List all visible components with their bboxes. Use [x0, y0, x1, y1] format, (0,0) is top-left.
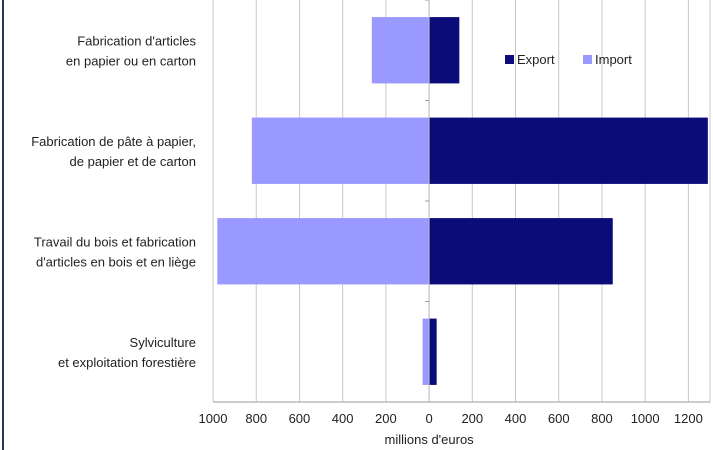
- legend-swatch-import: [583, 55, 592, 64]
- x-tick-label: 600: [289, 411, 311, 426]
- x-tick-label: 0: [425, 411, 432, 426]
- bar-export-0: [429, 17, 460, 84]
- category-labels: Fabrication d'articles en papier ou en ca…: [31, 33, 196, 370]
- category-label: d'articles en bois et en liège: [36, 254, 196, 269]
- x-axis-title: millions d'euros: [384, 432, 474, 447]
- x-tick-label: 200: [461, 411, 483, 426]
- left-border: [2, 0, 4, 450]
- category-label: Fabrication d'articles: [77, 33, 196, 48]
- bar-export-3: [429, 318, 437, 385]
- category-label: de papier et de carton: [70, 154, 196, 169]
- category-label: Travail du bois et fabrication: [34, 234, 196, 249]
- bar-import-2: [217, 218, 430, 285]
- legend-swatch-export: [505, 55, 514, 64]
- bar-import-0: [371, 17, 430, 84]
- bar-export-1: [429, 117, 708, 184]
- bar-import-1: [251, 117, 430, 184]
- category-label: Fabrication de pâte à papier,: [31, 134, 196, 149]
- category-label: en papier ou en carton: [66, 53, 196, 68]
- x-tick-label: 800: [245, 411, 267, 426]
- x-tick-label: 200: [375, 411, 397, 426]
- category-label: Sylviculture: [130, 335, 196, 350]
- x-tick-label: 800: [591, 411, 613, 426]
- x-tick-label: 400: [505, 411, 527, 426]
- grid: [212, 0, 711, 402]
- bars: [217, 17, 708, 385]
- x-tick-labels: 1000 800 600 400 200 0 200 400 600 800 1000 1200: [199, 411, 703, 426]
- category-label: et exploitation forestière: [58, 355, 196, 370]
- x-tick-label: 600: [548, 411, 570, 426]
- legend: Export Import: [505, 52, 632, 67]
- x-tick-label: 1000: [199, 411, 228, 426]
- bar-import-3: [422, 318, 430, 385]
- x-tick-label: 400: [332, 411, 354, 426]
- x-tick-label: 1200: [674, 411, 703, 426]
- legend-label-export: Export: [517, 52, 555, 67]
- axes: [213, 0, 710, 403]
- legend-label-import: Import: [595, 52, 632, 67]
- bar-export-2: [429, 218, 613, 285]
- x-tick-label: 1000: [631, 411, 660, 426]
